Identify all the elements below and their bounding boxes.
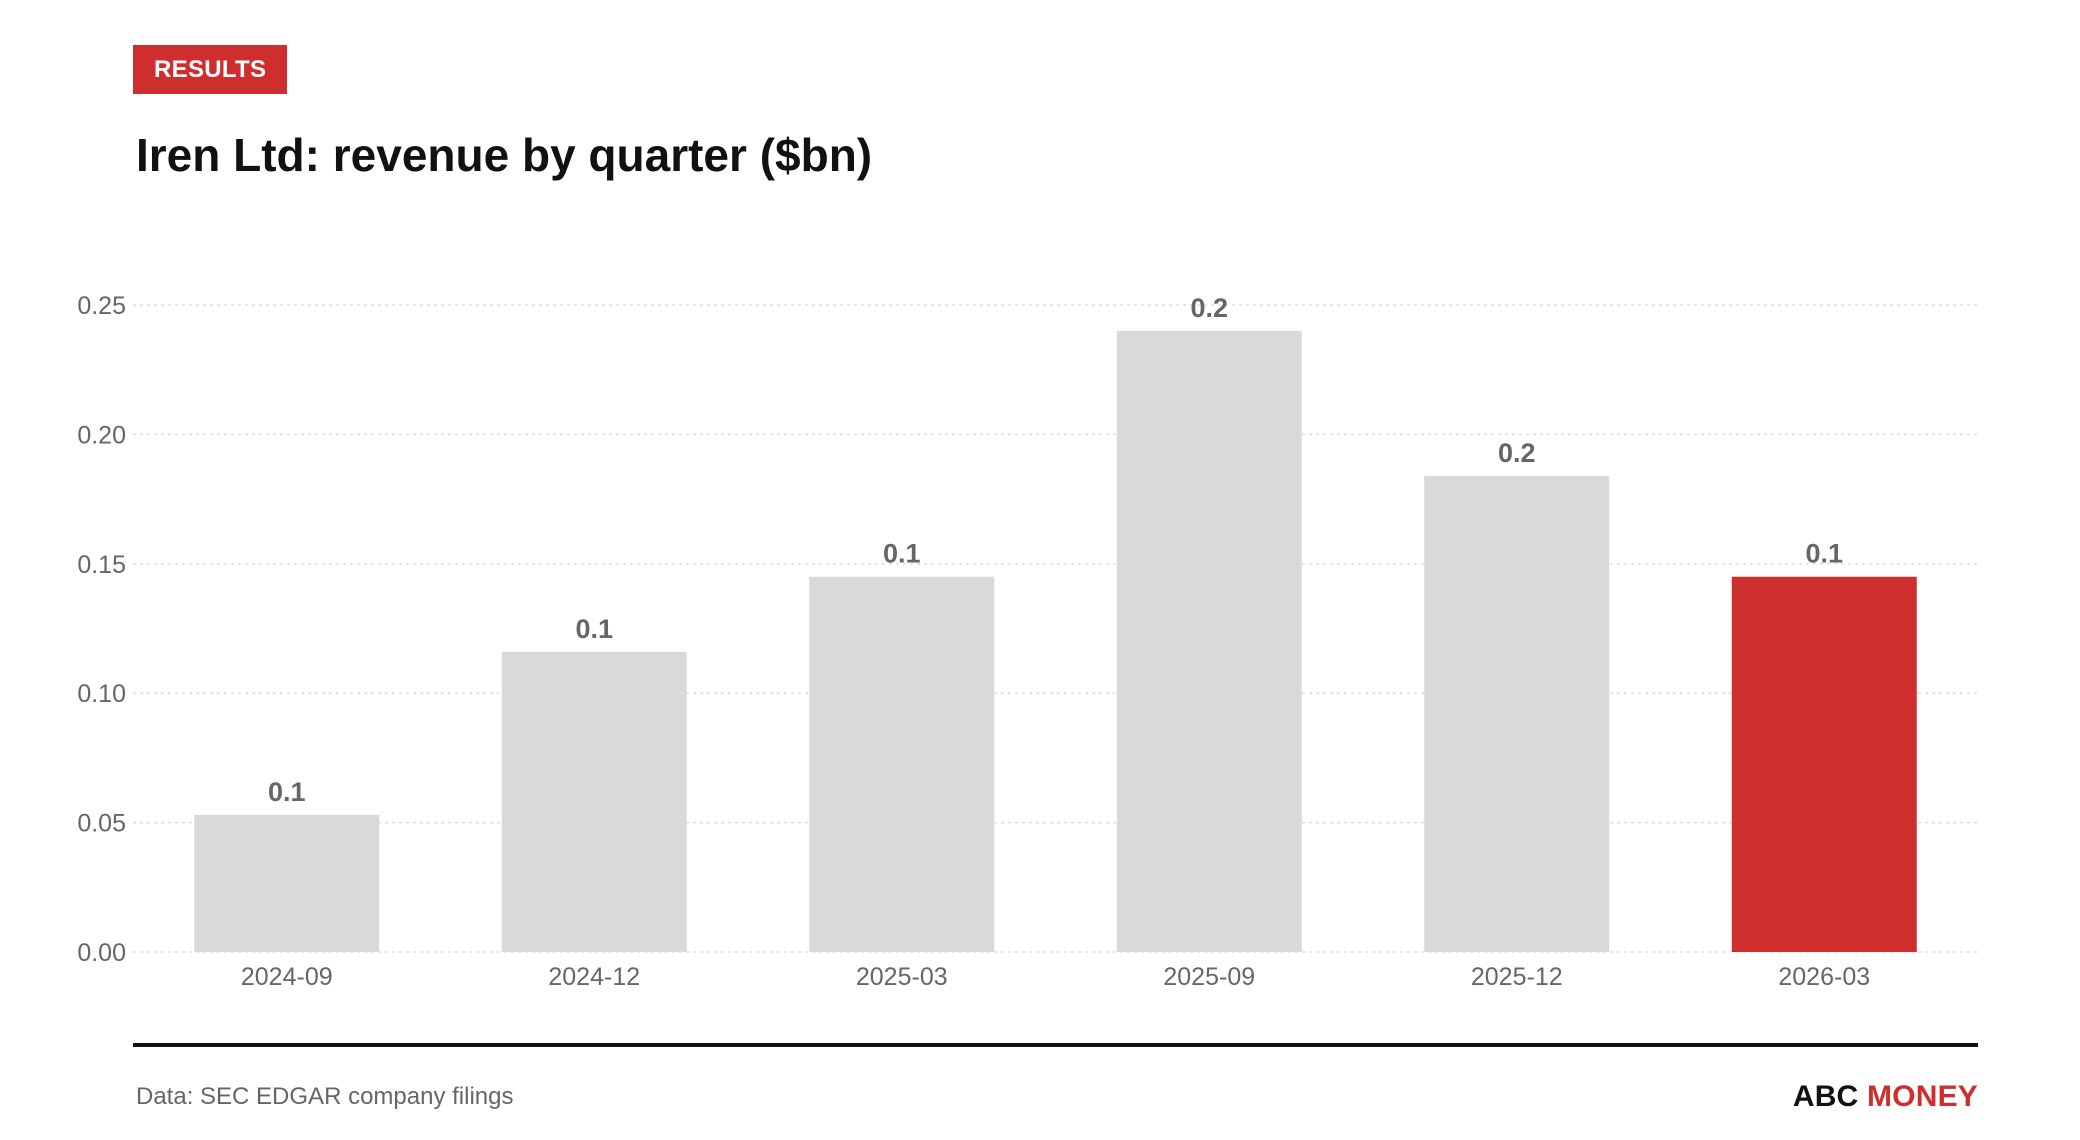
bar-value-label: 0.2 <box>1190 293 1228 323</box>
x-tick-label: 2026-03 <box>1778 963 1870 991</box>
y-tick-label: 0.15 <box>77 551 126 579</box>
bar-value-label: 0.1 <box>883 539 921 569</box>
x-tick-label: 2025-12 <box>1471 963 1563 991</box>
x-tick-label: 2024-09 <box>241 963 333 991</box>
bar <box>809 576 995 952</box>
bar <box>1116 330 1302 952</box>
x-tick-label: 2025-09 <box>1163 963 1255 991</box>
bar <box>501 651 687 952</box>
y-tick-label: 0.00 <box>77 939 126 967</box>
bar <box>194 814 380 952</box>
bar-value-label: 0.2 <box>1498 438 1536 468</box>
x-tick-label: 2024-12 <box>548 963 640 991</box>
data-source-note: Data: SEC EDGAR company filings <box>136 1083 514 1110</box>
brand-logo-abc: ABC <box>1792 1080 1859 1113</box>
y-tick-label: 0.20 <box>77 421 126 449</box>
x-tick-label: 2025-03 <box>856 963 948 991</box>
section-badge: RESULTS <box>133 45 288 94</box>
bar-value-label: 0.1 <box>575 614 613 644</box>
y-tick-label: 0.10 <box>77 680 126 708</box>
brand-logo: ABC MONEY <box>1793 1080 1978 1114</box>
chart-title: Iren Ltd: revenue by quarter ($bn) <box>136 129 873 181</box>
bar-value-label: 0.1 <box>1805 539 1843 569</box>
brand-logo-money: MONEY <box>1866 1080 1978 1113</box>
bar <box>1731 576 1917 952</box>
y-tick-label: 0.05 <box>77 810 126 838</box>
bar-value-label: 0.1 <box>268 777 306 807</box>
bar-chart: 0.00 0.05 0.10 0.15 0.20 0.25 0.1 2024-09 0.1 202… <box>77 292 1978 991</box>
y-tick-label: 0.25 <box>77 292 126 320</box>
footer-divider <box>133 1043 1978 1047</box>
bar <box>1424 475 1610 952</box>
